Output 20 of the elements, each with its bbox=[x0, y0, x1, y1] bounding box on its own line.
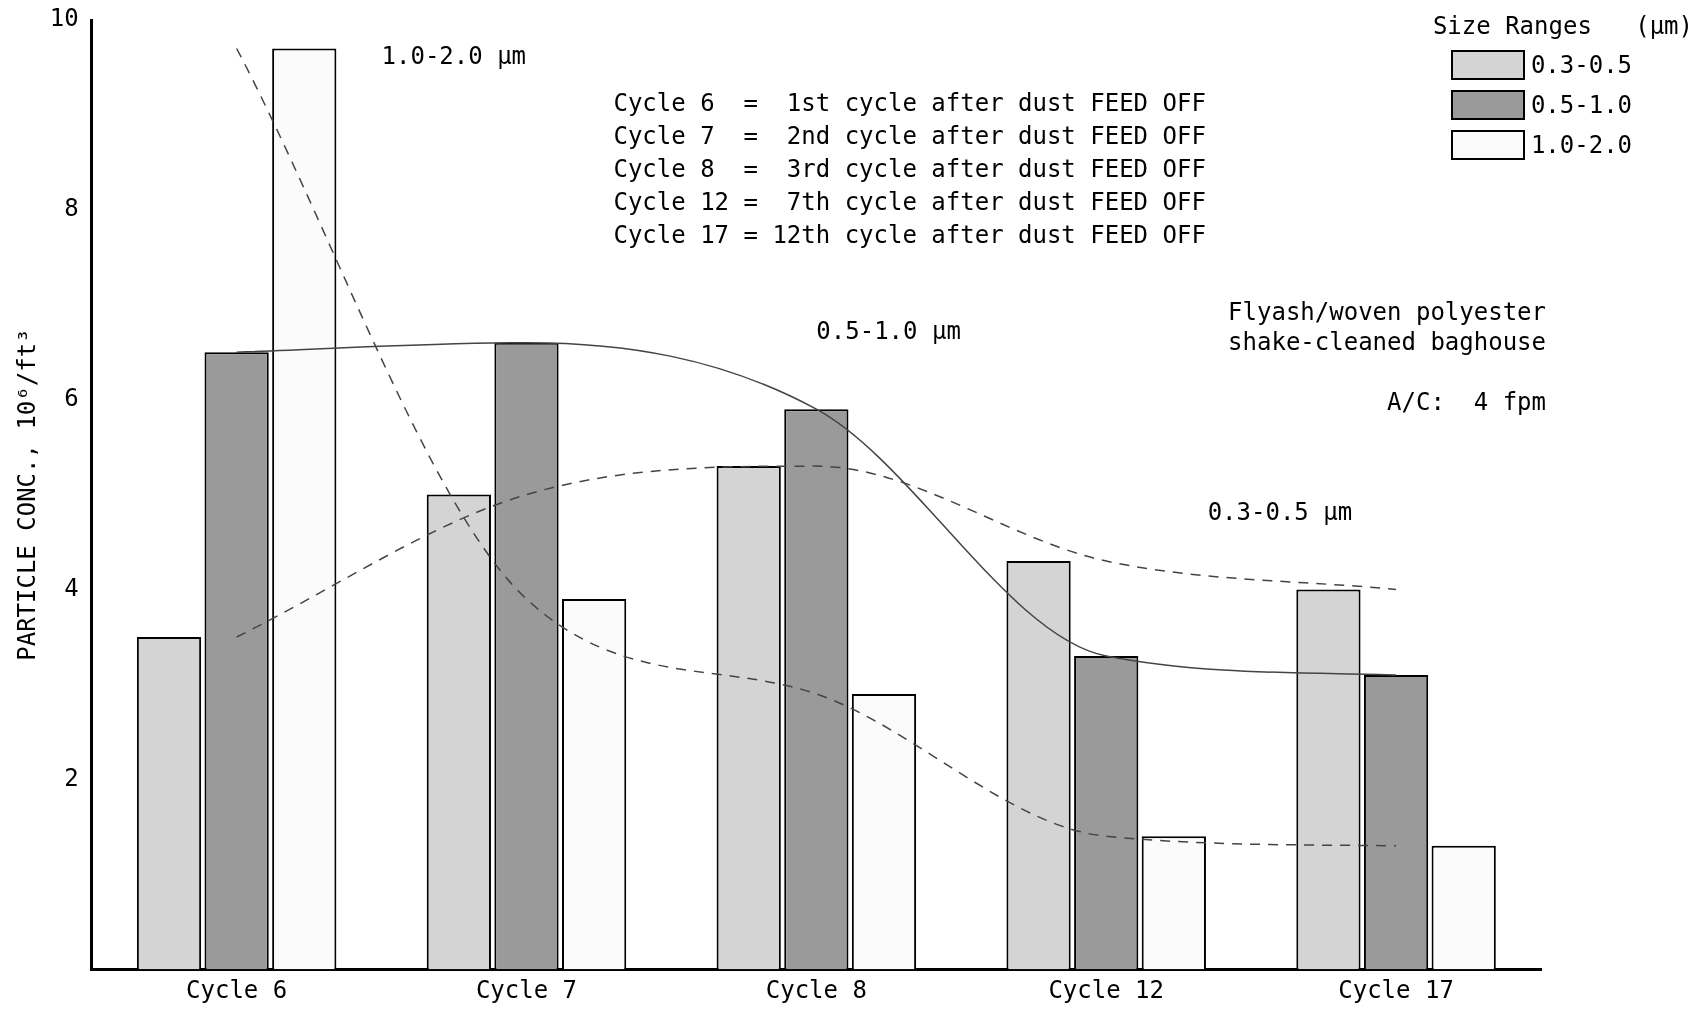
text: Flyash/woven polyester shake-cleaned baghouse A/C: 4 fpm bbox=[1228, 298, 1546, 417]
legend-label: 0.5-1.0 bbox=[1530, 91, 1633, 119]
y-tick-label: 4 bbox=[64, 573, 79, 602]
x-tick-label: Cycle 17 bbox=[1338, 975, 1454, 1004]
y-tick-label: 10 bbox=[49, 4, 79, 33]
y-tick-label: 2 bbox=[64, 763, 79, 792]
annotation: Cycle 6 = 1st cycle after dust FEED OFF Cycle 7 = 2nd cycle after dust FEED OFF Cycle 8 = 3rd cycle after dust FEED OFF Cycle 12 = 7th cycle after dust FEED OFF Cycle 17 = 12th cycle after dust FEED OFF bbox=[613, 89, 1206, 250]
legend-label: 0.3-0.5 bbox=[1530, 51, 1633, 79]
x-tick-label: Cycle 8 bbox=[765, 975, 867, 1004]
legend-title: Size Ranges (µm) bbox=[1432, 12, 1693, 40]
annotation: 0.5-1.0 µm bbox=[816, 317, 961, 346]
y-axis-title: PARTICLE CONC., 10⁶/ft³ bbox=[12, 328, 41, 661]
y-tick-label: 6 bbox=[64, 383, 79, 412]
x-tick-label: Cycle 12 bbox=[1048, 975, 1165, 1004]
annotation: 1.0-2.0 µm bbox=[381, 42, 527, 71]
x-tick-label: Cycle 7 bbox=[475, 975, 578, 1004]
annotation: 0.3-0.5 µm bbox=[1207, 497, 1353, 526]
y-tick-label: 8 bbox=[64, 194, 79, 223]
text: 1.0-2.0 bbox=[1530, 131, 1633, 159]
x-tick-label: Cycle 6 bbox=[186, 975, 288, 1004]
